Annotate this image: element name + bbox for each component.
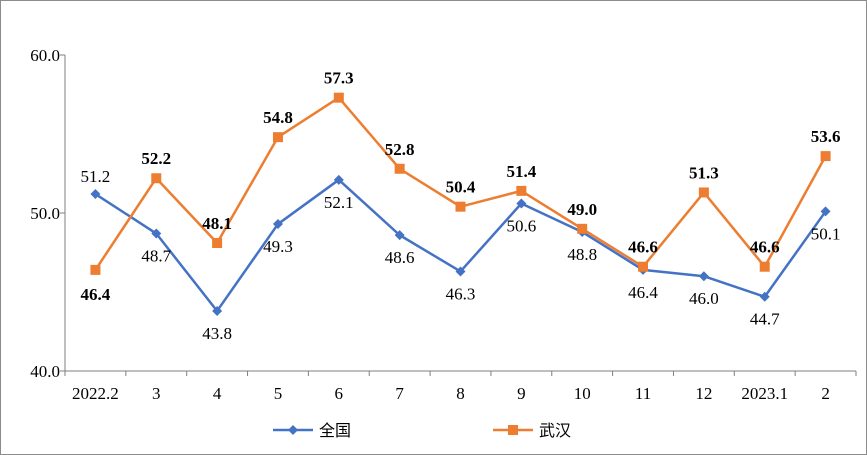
national-data-label: 48.6 [385, 248, 415, 267]
wuhan-point [577, 223, 588, 234]
national-data-label: 48.7 [141, 247, 171, 266]
wuhan-data-label: 52.8 [385, 140, 415, 159]
national-data-label: 50.6 [506, 217, 536, 236]
national-point [455, 266, 466, 277]
x-tick-label: 3 [152, 384, 161, 403]
y-tick-labels: 40.0 50.0 60.0 [30, 46, 60, 381]
series-markers [90, 92, 831, 316]
national-point [272, 219, 283, 230]
x-tick-label: 5 [274, 384, 283, 403]
national-data-label: 50.1 [811, 224, 841, 243]
wuhan-point [455, 201, 466, 212]
x-tick-label: 8 [456, 384, 465, 403]
wuhan-data-label: 51.3 [689, 163, 719, 182]
wuhan-point [333, 92, 344, 103]
x-tick-label: 4 [213, 384, 222, 403]
wuhan-point [516, 185, 527, 196]
x-tick-label: 11 [635, 384, 651, 403]
national-data-label: 44.7 [750, 310, 780, 329]
y-tick-label: 50.0 [30, 204, 60, 223]
data-labels: 51.2 46.4 48.7 52.2 43.8 48.1 49.3 54.8 52.1 57.3… [81, 69, 841, 343]
wuhan-point [698, 187, 709, 198]
legend-label-wuhan: 武汉 [539, 421, 571, 440]
legend-label-national: 全国 [319, 421, 351, 440]
national-point [698, 271, 709, 282]
axes [60, 54, 857, 376]
national-point [90, 189, 101, 200]
national-data-label: 52.1 [324, 193, 354, 212]
wuhan-data-label: 49.0 [567, 200, 597, 219]
legend-marker-wuhan [508, 425, 518, 435]
national-point [516, 198, 527, 209]
x-tick-label: 12 [695, 384, 712, 403]
wuhan-data-label: 52.2 [141, 149, 171, 168]
x-tick-label: 9 [517, 384, 526, 403]
wuhan-data-label: 51.4 [506, 162, 536, 181]
x-tick-label: 2 [821, 384, 830, 403]
wuhan-point [759, 261, 770, 272]
national-data-label: 46.3 [446, 284, 476, 303]
legend-item-national: 全国 [273, 421, 351, 440]
national-point [394, 230, 405, 241]
wuhan-point [212, 238, 223, 249]
wuhan-data-label: 50.4 [446, 178, 476, 197]
national-point [333, 174, 344, 185]
legend: 全国 武汉 [273, 421, 571, 440]
legend-marker-national [288, 425, 298, 435]
national-data-label: 48.8 [567, 245, 597, 264]
wuhan-data-label: 53.6 [811, 127, 841, 146]
wuhan-point [90, 264, 101, 275]
wuhan-point [394, 163, 405, 174]
national-point [820, 206, 831, 217]
national-data-label: 46.4 [628, 283, 658, 302]
x-tick-label: 7 [395, 384, 404, 403]
wuhan-point [820, 151, 831, 162]
x-tick-labels: 2022.2 3 4 5 6 7 8 9 10 11 12 2023.1 2 [72, 384, 830, 403]
wuhan-data-label: 46.6 [628, 238, 658, 257]
national-point [212, 305, 223, 316]
national-point [151, 228, 162, 239]
x-tick-label: 6 [335, 384, 344, 403]
national-data-label: 51.2 [81, 167, 111, 186]
x-tick-label: 2023.1 [741, 384, 788, 403]
y-tick-label: 60.0 [30, 46, 60, 65]
wuhan-data-label: 57.3 [324, 69, 354, 88]
y-tick-label: 40.0 [30, 362, 60, 381]
national-data-label: 43.8 [202, 324, 232, 343]
national-data-label: 49.3 [263, 237, 293, 256]
wuhan-data-label: 48.1 [202, 214, 232, 233]
x-tick-label: 2022.2 [72, 384, 119, 403]
wuhan-point [272, 132, 283, 143]
wuhan-data-label: 54.8 [263, 108, 293, 127]
national-point [759, 291, 770, 302]
wuhan-point [638, 261, 649, 272]
legend-item-wuhan: 武汉 [493, 421, 571, 440]
x-tick-label: 10 [574, 384, 591, 403]
wuhan-point [151, 173, 162, 184]
wuhan-data-label: 46.4 [81, 285, 111, 304]
wuhan-data-label: 46.6 [750, 238, 780, 257]
national-data-label: 46.0 [689, 289, 719, 308]
